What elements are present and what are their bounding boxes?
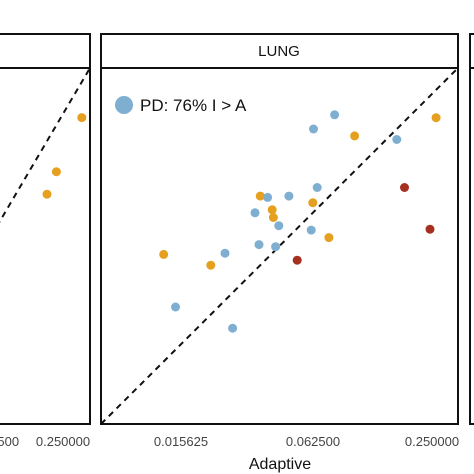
panel-left: 0.250000 0.062500	[0, 33, 91, 449]
data-point-1-13	[284, 191, 294, 201]
data-point-1-11	[271, 242, 281, 252]
data-point-1-0	[159, 249, 169, 259]
x-axis-title: Adaptive	[249, 456, 311, 473]
legend-marker	[115, 96, 133, 114]
data-point-1-15	[306, 225, 316, 235]
data-point-1-25	[431, 113, 441, 123]
data-point-1-16	[308, 198, 318, 208]
data-point-1-1	[171, 302, 180, 312]
data-point-0-1	[51, 167, 61, 177]
data-point-1-5	[250, 208, 260, 218]
x-tick-label-lung-2: 0.062500	[286, 434, 340, 449]
data-point-1-2	[206, 260, 216, 270]
data-point-0-2	[42, 189, 52, 199]
data-point-1-24	[425, 224, 435, 234]
data-point-1-22	[392, 135, 402, 144]
data-point-1-10	[268, 213, 278, 222]
x-tick-label-lung-3: 0.250000	[405, 434, 459, 449]
data-point-0-0	[77, 113, 87, 123]
data-point-1-6	[255, 191, 265, 201]
data-point-1-20	[330, 110, 340, 120]
data-point-1-9	[267, 205, 277, 215]
points-lung	[159, 110, 441, 333]
points-left	[42, 113, 87, 199]
data-point-1-14	[292, 255, 302, 265]
data-point-1-19	[324, 233, 334, 243]
plot-frame-left	[0, 67, 91, 425]
data-point-1-3	[220, 248, 230, 258]
panel-lung: LUNG PD: 76% I > A 0.015625 0.062500 0.2…	[100, 33, 459, 449]
identity-line-left	[0, 67, 91, 223]
x-tick-label-lung-1: 0.015625	[154, 434, 208, 449]
strip-label-lung: LUNG	[258, 43, 300, 60]
x-tick-label-left-1: 0.062500	[0, 434, 19, 449]
strip-header-right	[469, 33, 474, 69]
x-tick-label-left-2: 0.250000	[36, 434, 90, 449]
identity-line-lung	[100, 67, 459, 425]
data-point-1-4	[228, 323, 238, 333]
plot-frame-right	[469, 67, 474, 425]
data-point-1-17	[309, 124, 318, 134]
data-point-1-21	[350, 131, 360, 141]
data-point-1-8	[263, 192, 273, 202]
legend-label: PD: 76% I > A	[140, 96, 247, 115]
panel-right	[469, 33, 474, 425]
data-point-1-23	[400, 183, 409, 192]
data-point-1-7	[254, 240, 264, 250]
strip-header-left	[0, 33, 91, 69]
data-point-1-12	[274, 221, 284, 231]
strip-header-lung	[100, 33, 459, 69]
data-point-1-18	[312, 183, 322, 192]
